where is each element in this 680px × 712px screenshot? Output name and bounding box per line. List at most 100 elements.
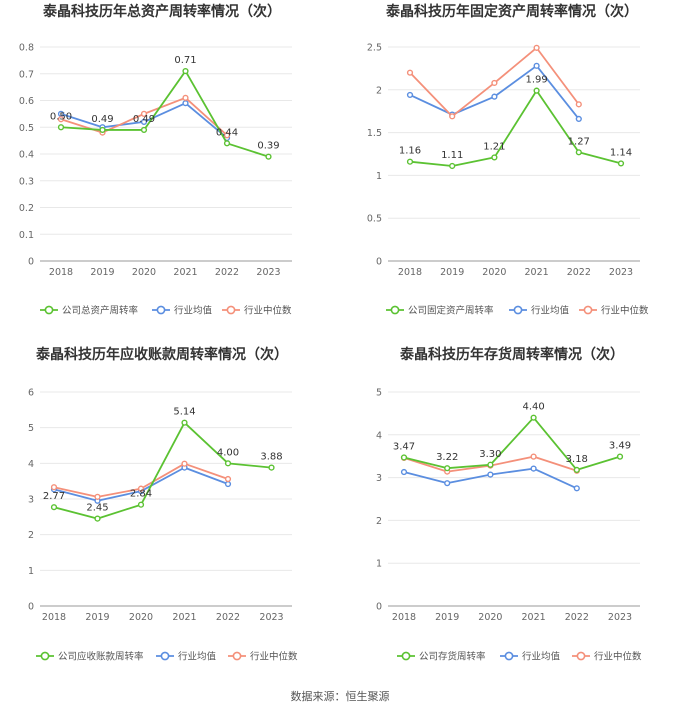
- x-tick-label: 2018: [392, 612, 416, 623]
- y-tick-label: 0.4: [19, 150, 34, 161]
- legend-label: 行业均值: [522, 651, 561, 663]
- legend-item-industry-avg[interactable]: 行业均值: [500, 651, 561, 663]
- legend-marker-icon: [513, 305, 523, 315]
- data-point[interactable]: [449, 162, 456, 170]
- data-point[interactable]: [268, 464, 275, 471]
- data-point[interactable]: [50, 484, 58, 491]
- data-label: 2.45: [86, 503, 108, 514]
- x-tick-label: 2020: [129, 612, 153, 623]
- data-point[interactable]: [181, 419, 188, 426]
- data-point[interactable]: [573, 466, 580, 473]
- chart-3: 泰晶科技历年应收账款周转率情况（次） 0 1 2 3 4 5 6 2018 2019 2020 202…: [28, 346, 298, 663]
- data-point[interactable]: [400, 454, 408, 461]
- data-point[interactable]: [491, 93, 498, 100]
- data-point[interactable]: [400, 468, 408, 476]
- data-point[interactable]: [224, 460, 232, 467]
- y-tick-label: 2.5: [367, 43, 382, 54]
- data-point[interactable]: [444, 480, 451, 487]
- x-tick-label: 2022: [215, 267, 239, 278]
- series-company: 0.50 0.49 0.49 0.71 0.44 0.39: [50, 55, 280, 160]
- data-point[interactable]: [530, 453, 537, 460]
- data-point[interactable]: [487, 471, 494, 478]
- data-point[interactable]: [530, 465, 537, 472]
- data-point[interactable]: [575, 101, 582, 108]
- data-point[interactable]: [444, 465, 451, 472]
- series-company: 2.77 2.45 2.84 5.14 4.00 3.88: [43, 407, 283, 522]
- data-point[interactable]: [533, 62, 540, 69]
- data-point[interactable]: [182, 100, 189, 107]
- data-point[interactable]: [449, 113, 456, 120]
- legend-item-industry-avg[interactable]: 行业均值: [156, 651, 217, 663]
- legend-item-industry-avg[interactable]: 行业均值: [509, 305, 570, 317]
- x-tick-label: 2023: [256, 267, 280, 278]
- data-label: 0.44: [216, 127, 238, 138]
- data-point[interactable]: [573, 485, 580, 492]
- data-point[interactable]: [50, 504, 58, 511]
- data-point[interactable]: [224, 475, 232, 483]
- data-point[interactable]: [265, 153, 272, 160]
- data-label: 1.27: [568, 136, 590, 147]
- data-point[interactable]: [406, 91, 414, 99]
- series-company: 1.16 1.11 1.21 1.99 1.27 1.14: [399, 75, 632, 170]
- x-tick-label: 2020: [478, 612, 502, 623]
- data-point[interactable]: [224, 480, 232, 488]
- legend-item-company[interactable]: 公司固定资产周转率: [386, 305, 494, 317]
- data-point[interactable]: [140, 118, 148, 126]
- series-line: [409, 64, 580, 120]
- data-point[interactable]: [182, 94, 189, 101]
- data-label: 4.00: [217, 447, 239, 458]
- data-point[interactable]: [182, 67, 189, 75]
- y-tick-label: 5: [376, 388, 382, 399]
- data-point[interactable]: [575, 149, 582, 156]
- x-tick-label: 2021: [522, 612, 546, 623]
- y-tick-label: 3: [376, 473, 382, 484]
- data-point[interactable]: [57, 116, 65, 123]
- data-point[interactable]: [406, 158, 414, 165]
- data-point[interactable]: [575, 115, 582, 123]
- legend-item-company[interactable]: 公司总资产周转率: [40, 305, 139, 317]
- data-point[interactable]: [616, 453, 624, 460]
- legend-marker-icon: [504, 651, 514, 661]
- chart-4: 泰晶科技历年存货周转率情况（次） 0 1 2 3 4 5 2018 2019 2020 2021 20…: [376, 346, 642, 663]
- y-tick-label: 2: [376, 85, 382, 96]
- data-point[interactable]: [137, 501, 145, 508]
- legend-item-industry-avg[interactable]: 行业均值: [152, 305, 213, 317]
- legend-marker-icon: [390, 305, 400, 315]
- data-point[interactable]: [530, 414, 537, 421]
- series-line: [403, 416, 621, 471]
- data-point[interactable]: [533, 44, 540, 51]
- data-point[interactable]: [94, 515, 101, 522]
- x-tick-label: 2023: [609, 267, 633, 278]
- legend-item-company[interactable]: 公司存货周转率: [397, 651, 486, 663]
- legend-item-industry-median[interactable]: 行业中位数: [572, 651, 642, 663]
- legend-item-industry-median[interactable]: 行业中位数: [579, 305, 649, 317]
- data-point[interactable]: [533, 87, 540, 94]
- data-label: 3.18: [566, 454, 588, 465]
- data-point[interactable]: [140, 126, 148, 134]
- chart-title: 泰晶科技历年固定资产周转率情况（次）: [385, 3, 638, 20]
- legend-item-industry-median[interactable]: 行业中位数: [228, 651, 298, 663]
- x-tick-label: 2019: [85, 612, 109, 623]
- data-point[interactable]: [181, 460, 188, 467]
- data-point[interactable]: [94, 493, 101, 500]
- y-tick-label: 0.6: [19, 96, 34, 107]
- legend-item-industry-median[interactable]: 行业中位数: [222, 305, 292, 317]
- data-point[interactable]: [223, 132, 231, 139]
- data-point[interactable]: [491, 79, 498, 87]
- data-point[interactable]: [617, 160, 625, 167]
- data-point[interactable]: [57, 124, 65, 131]
- data-point[interactable]: [487, 461, 494, 468]
- data-point[interactable]: [491, 154, 498, 161]
- data-point[interactable]: [137, 485, 145, 492]
- data-point[interactable]: [223, 140, 231, 147]
- legend-label: 公司存货周转率: [419, 651, 486, 663]
- legend-label: 行业均值: [178, 651, 217, 663]
- data-point[interactable]: [140, 110, 148, 117]
- data-label: 2.84: [130, 489, 152, 500]
- data-label: 0.71: [174, 55, 196, 66]
- data-point[interactable]: [99, 126, 106, 134]
- legend-item-company[interactable]: 公司应收账款周转率: [36, 651, 144, 663]
- data-label: 3.47: [393, 441, 415, 452]
- y-tick-label: 1: [376, 559, 382, 570]
- data-point[interactable]: [406, 69, 414, 76]
